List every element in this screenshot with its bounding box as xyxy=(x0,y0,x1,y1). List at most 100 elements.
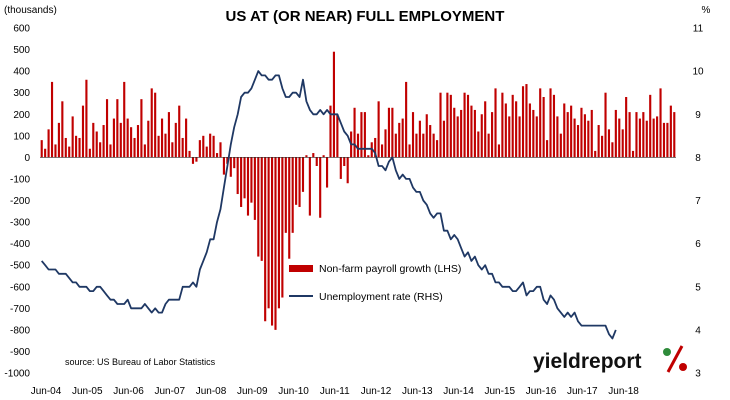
payroll-bar xyxy=(312,153,315,158)
payroll-bar xyxy=(233,157,236,169)
payroll-bar xyxy=(601,135,604,158)
payroll-bar xyxy=(164,133,167,158)
payroll-bar xyxy=(429,125,432,158)
payroll-bar xyxy=(147,120,150,158)
payroll-bar xyxy=(243,157,246,199)
x-tick-label: Jun-15 xyxy=(485,386,516,397)
payroll-bar xyxy=(563,103,566,158)
left-tick-label: -900 xyxy=(10,347,30,358)
payroll-bar xyxy=(343,157,346,166)
payroll-bar xyxy=(88,148,91,158)
payroll-bar xyxy=(61,101,64,158)
payroll-bar xyxy=(136,125,140,158)
payroll-bar xyxy=(631,150,635,158)
payroll-bar xyxy=(157,135,160,158)
payroll-bar xyxy=(515,101,518,158)
unemployment-line xyxy=(41,70,617,340)
left-tick-label: -700 xyxy=(10,304,30,315)
payroll-bar xyxy=(325,157,329,188)
payroll-bar xyxy=(528,103,531,158)
x-tick-label: Jun-10 xyxy=(278,386,309,397)
payroll-bar xyxy=(635,112,638,158)
left-tick-label: 100 xyxy=(13,131,30,142)
payroll-bar xyxy=(546,140,549,158)
payroll-bar xyxy=(583,114,586,158)
x-tick-label: Jun-12 xyxy=(361,386,392,397)
payroll-bar xyxy=(504,103,507,158)
payroll-bar xyxy=(219,142,222,158)
payroll-bar xyxy=(384,129,387,158)
payroll-bar xyxy=(185,118,188,158)
payroll-bar xyxy=(401,118,404,158)
payroll-bar xyxy=(174,122,177,158)
payroll-bar xyxy=(140,99,143,158)
payroll-bar xyxy=(64,137,67,158)
payroll-bar xyxy=(291,157,294,233)
payroll-bar xyxy=(54,144,57,158)
legend-label-payroll: Non-farm payroll growth (LHS) xyxy=(319,263,461,275)
payroll-bar xyxy=(511,94,514,158)
payroll-bar xyxy=(143,144,146,158)
payroll-bar xyxy=(374,137,377,158)
right-tick-label: 3 xyxy=(695,369,701,380)
payroll-bar xyxy=(525,84,528,158)
payroll-bar xyxy=(449,94,452,158)
left-tick-label: 600 xyxy=(13,24,30,35)
payroll-bar xyxy=(57,122,60,158)
x-tick-label: Jun-16 xyxy=(526,386,557,397)
payroll-bar xyxy=(222,157,225,175)
payroll-bar xyxy=(621,129,624,158)
payroll-bar xyxy=(160,118,164,158)
chart-title: US AT (OR NEAR) FULL EMPLOYMENT xyxy=(226,8,505,25)
payroll-bar xyxy=(649,94,652,158)
payroll-bar xyxy=(456,116,459,158)
x-axis: Jun-04 Jun-05 Jun-06 Jun-07 Jun-08 Jun-09 Jun-… xyxy=(31,386,640,397)
payroll-bar xyxy=(81,105,85,158)
payroll-bar xyxy=(576,125,580,158)
payroll-bar xyxy=(298,157,301,207)
payroll-bar xyxy=(422,133,425,158)
payroll-bar xyxy=(638,118,641,158)
payroll-bar xyxy=(535,116,538,158)
payroll-bar xyxy=(436,140,439,158)
left-tick-label: -1000 xyxy=(4,369,30,380)
payroll-bar xyxy=(130,127,133,158)
left-tick-label: 500 xyxy=(13,45,30,56)
payroll-bar xyxy=(497,144,501,158)
x-tick-label: Jun-05 xyxy=(72,386,103,397)
payroll-bar xyxy=(277,157,280,309)
payroll-bar xyxy=(549,88,552,158)
x-tick-label: Jun-08 xyxy=(196,386,227,397)
payroll-bar xyxy=(215,153,219,158)
payroll-bar xyxy=(377,101,380,158)
payroll-bar xyxy=(308,157,311,216)
payroll-bar xyxy=(607,129,611,158)
payroll-bar xyxy=(188,150,191,158)
payroll-bar xyxy=(580,107,583,158)
payroll-bar xyxy=(573,118,576,158)
payroll-bar xyxy=(353,107,356,158)
payroll-bar xyxy=(477,131,480,158)
payroll-bar xyxy=(470,105,473,158)
payroll-bar xyxy=(154,92,157,158)
payroll-bar xyxy=(270,157,274,326)
payroll-bar xyxy=(673,112,676,158)
x-tick-label: Jun-17 xyxy=(567,386,598,397)
payroll-bar xyxy=(250,157,253,203)
payroll-bar xyxy=(202,135,205,158)
payroll-bar xyxy=(264,157,267,322)
left-axis-unit: (thousands) xyxy=(4,5,57,16)
payroll-bar xyxy=(301,157,305,192)
payroll-bar xyxy=(408,144,411,158)
payroll-bar xyxy=(518,116,521,158)
x-tick-label: Jun-06 xyxy=(113,386,144,397)
payroll-bar xyxy=(666,122,669,158)
payroll-bar xyxy=(167,112,170,158)
payroll-bar xyxy=(253,157,256,220)
right-tick-label: 7 xyxy=(695,196,701,207)
payroll-bar xyxy=(566,112,569,158)
payroll-bar xyxy=(329,105,332,158)
payroll-bar xyxy=(387,107,391,158)
payroll-bar xyxy=(552,94,556,158)
